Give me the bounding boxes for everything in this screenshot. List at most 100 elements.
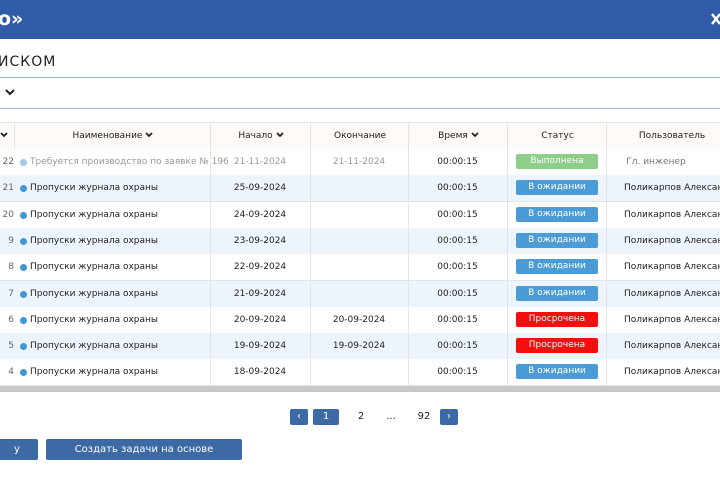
col-border — [310, 280, 311, 307]
column-header: Статус — [507, 123, 607, 149]
user: Поликарпов Александр — [624, 209, 720, 220]
col-border — [210, 175, 211, 202]
status-badge: В ожидании — [516, 180, 598, 196]
status-dot — [20, 159, 27, 166]
status-dot — [20, 290, 27, 298]
status-badge: В ожидании — [516, 285, 598, 301]
table-row[interactable]: 7 Пропуски журнала охраны 21-09-2024 00:00:… — [0, 280, 720, 308]
cell-start: 24-09-2024 — [233, 209, 287, 220]
task-name: Пропуски журнала охраны — [30, 262, 159, 273]
col-border — [210, 280, 211, 307]
status-badge: В ожидании — [516, 259, 598, 275]
col-border — [210, 306, 211, 333]
col-border — [310, 254, 311, 281]
table-row[interactable]: 20 Пропуски журнала охраны 24-09-2024 00:00… — [0, 201, 720, 229]
column-header: Пользователь — [606, 123, 720, 149]
table-row[interactable]: 21 Пропуски журнала охраны 25-09-2024 00:00… — [0, 175, 720, 203]
prev-page[interactable]: ‹ — [290, 409, 308, 425]
col-border — [507, 306, 508, 333]
user: Поликарпов Александр — [624, 314, 720, 325]
next-page[interactable]: › — [440, 409, 458, 425]
task-name: Пропуски журнала охраны — [30, 367, 159, 378]
user: Гл. инженер — [626, 157, 686, 167]
cell-start: 25-09-2024 — [233, 183, 287, 194]
col-border — [606, 359, 607, 386]
row-id: 9 — [8, 235, 14, 246]
table-header: Наименование Начало Окончание Время Статус По… — [0, 122, 720, 151]
button[interactable]: у — [0, 439, 38, 460]
page-link[interactable]: 92 — [417, 411, 431, 422]
status-dot — [20, 237, 27, 245]
col-border — [507, 175, 508, 202]
status-dot — [20, 185, 27, 193]
column-header[interactable]: Наименование — [14, 123, 211, 149]
table-row[interactable]: 6 Пропуски журнала охраны 20-09-2024 20-09-… — [0, 306, 720, 334]
table-row[interactable]: 22 Требуется производство по заявке № 196… — [0, 149, 720, 176]
column-header[interactable]: Время — [408, 123, 508, 149]
table-row[interactable]: 8 Пропуски журнала охраны 22-09-2024 00:00:… — [0, 254, 720, 282]
divider — [0, 77, 720, 78]
col-border — [310, 175, 311, 202]
task-name: Пропуски журнала охраны — [30, 288, 159, 299]
sort-icon[interactable] — [0, 123, 8, 149]
user: Поликарпов Александр — [624, 288, 720, 299]
status-badge: Просрочена — [516, 338, 598, 354]
table-row[interactable]: 9 Пропуски журнала охраны 23-09-2024 00:00:… — [0, 227, 720, 255]
cell-time: 00:00:15 — [437, 341, 478, 352]
col-border — [606, 306, 607, 333]
select[interactable] — [0, 80, 720, 109]
col-border — [408, 359, 409, 386]
task-name: Пропуски журнала охраны — [30, 341, 159, 352]
task-name: Требуется производство по заявке № 196 — [30, 157, 229, 167]
status-badge: Просрочена — [516, 311, 598, 327]
status-dot — [20, 316, 27, 324]
col-border — [606, 254, 607, 281]
row-id: 21 — [2, 183, 14, 194]
page-link[interactable]: ... — [386, 411, 396, 422]
user: Поликарпов Александр — [624, 183, 720, 194]
row-id: 22 — [2, 157, 14, 167]
cell-time: 00:00:15 — [437, 367, 478, 378]
close-icon[interactable] — [710, 12, 720, 26]
table-row[interactable]: 4 Пропуски журнала охраны 18-09-2024 00:00:… — [0, 359, 720, 387]
status-badge: В ожидании — [516, 206, 598, 222]
cell-time: 00:00:15 — [437, 288, 478, 299]
col-border — [507, 227, 508, 254]
user: Поликарпов Александр — [624, 235, 720, 246]
table-row[interactable]: 5 Пропуски журнала охраны 19-09-2024 19-09-… — [0, 333, 720, 361]
user: Поликарпов Александр — [624, 262, 720, 273]
col-border — [210, 201, 211, 228]
status-dot — [20, 211, 27, 219]
row-id: 8 — [8, 262, 14, 273]
cell-start: 18-09-2024 — [233, 367, 287, 378]
col-border — [507, 201, 508, 228]
cell-start: 19-09-2024 — [233, 341, 287, 352]
col-border — [310, 201, 311, 228]
col-border — [210, 227, 211, 254]
col-border — [210, 254, 211, 281]
scrollbar[interactable] — [0, 386, 720, 392]
page-link[interactable]: 2 — [357, 411, 365, 422]
column-header[interactable]: Начало — [210, 123, 311, 149]
col-border — [507, 149, 508, 175]
title: о» — [0, 8, 24, 30]
status-dot — [20, 264, 27, 272]
col-border — [507, 333, 508, 360]
col-border — [606, 201, 607, 228]
page-link[interactable]: 1 — [313, 409, 339, 425]
button[interactable]: Создать задачи на основе технологии — [46, 439, 242, 476]
status-badge: В ожидании — [516, 364, 598, 380]
col-border — [606, 175, 607, 202]
cell-time: 00:00:15 — [437, 157, 478, 167]
col-border — [310, 333, 311, 360]
cell-end: 20-09-2024 — [332, 314, 386, 325]
col-border — [310, 227, 311, 254]
col-border — [606, 227, 607, 254]
cell-time: 00:00:15 — [437, 209, 478, 220]
status-badge: В ожидании — [516, 232, 598, 248]
col-border — [408, 201, 409, 228]
cell-start: 20-09-2024 — [233, 314, 287, 325]
task-name: Пропуски журнала охраны — [30, 314, 159, 325]
cell-end: 19-09-2024 — [332, 341, 386, 352]
